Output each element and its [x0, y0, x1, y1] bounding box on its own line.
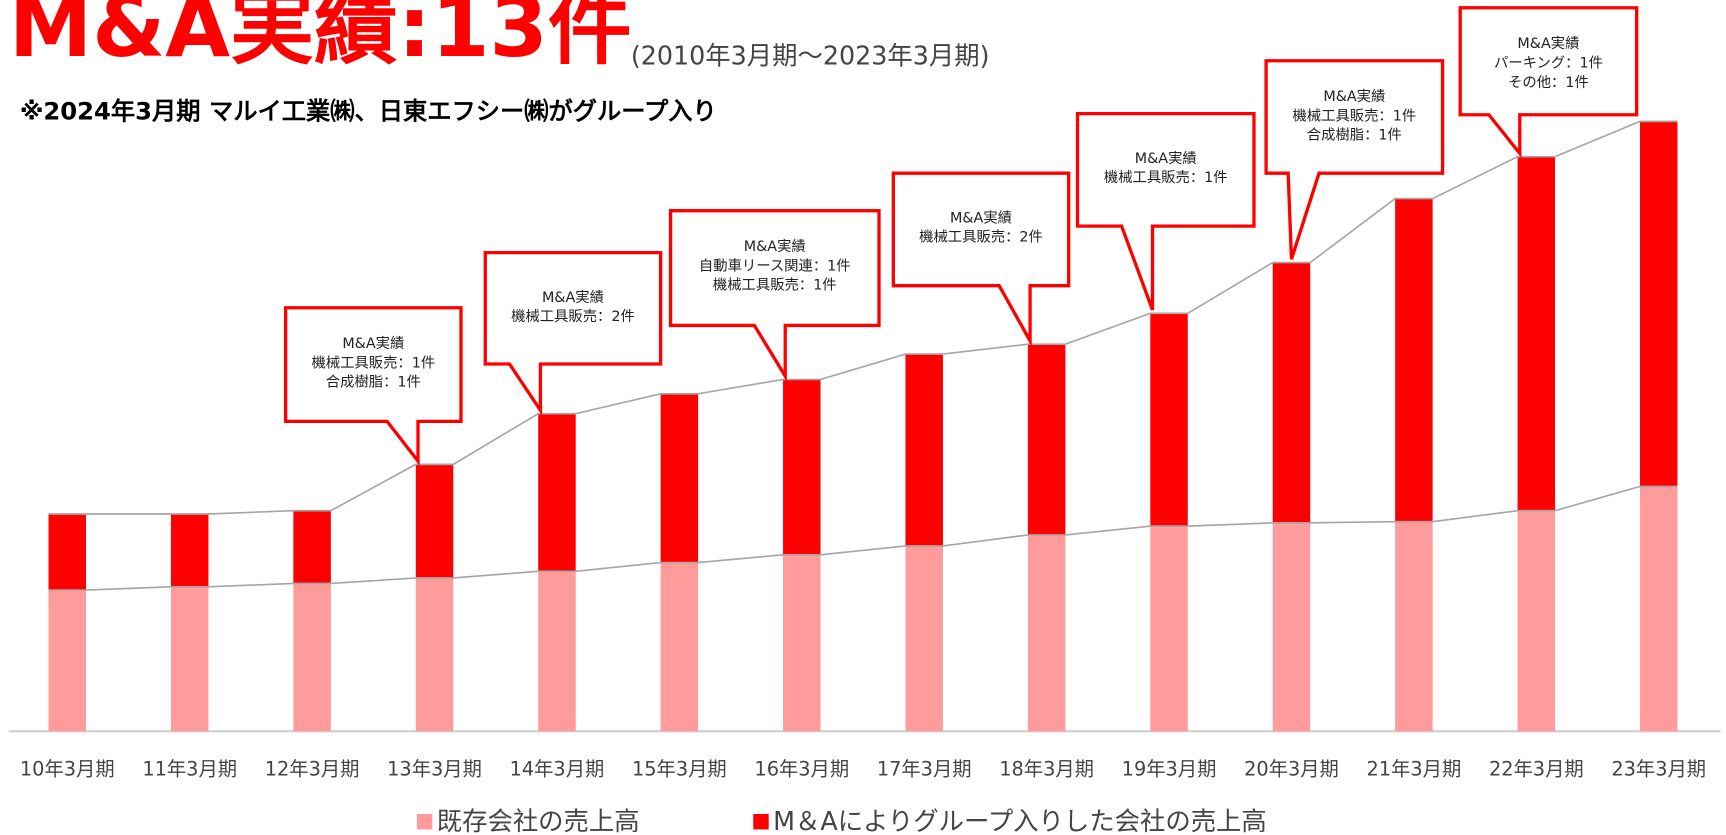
- legend-label: M＆Aによりグループ入りした会社の売上高: [773, 806, 1267, 835]
- bar-segment: [783, 554, 821, 732]
- callout-box: [1075, 112, 1256, 311]
- bar-segment: [1150, 526, 1188, 732]
- callout-text: 自動車リース関連：1件: [699, 257, 851, 274]
- bar-segment: [170, 514, 209, 587]
- legend-swatch: [416, 813, 433, 830]
- bar-segment: [1272, 262, 1311, 523]
- x-tick-label: 16年3月期: [754, 757, 849, 780]
- callout-box: [1458, 6, 1639, 159]
- callout-text: M&A実績: [1517, 35, 1579, 52]
- callout-box: [1264, 59, 1445, 260]
- bar-segment: [783, 379, 821, 555]
- bar-segment: [48, 514, 87, 591]
- bar-segment: [170, 586, 209, 732]
- callout-box: [891, 171, 1071, 348]
- bar-segment: [905, 545, 943, 732]
- bar-segment: [660, 393, 699, 563]
- callout-text: M&A実績: [1323, 88, 1385, 105]
- callout-text: M&A実績: [744, 238, 806, 255]
- callout-box: [283, 306, 463, 466]
- x-tick-label: 14年3月期: [510, 757, 605, 780]
- x-tick-label: 11年3月期: [142, 757, 237, 780]
- bar-segment: [293, 510, 331, 584]
- x-tick-label: 17年3月期: [877, 757, 972, 780]
- x-tick-label: 23年3月期: [1611, 757, 1706, 780]
- callout-text: M&A実績: [542, 289, 604, 306]
- callout-text: 機械工具販売：2件: [511, 308, 635, 325]
- callout-text: M&A実績: [1135, 150, 1197, 167]
- x-tick-label: 18年3月期: [999, 757, 1094, 780]
- x-tick-label: 19年3月期: [1122, 757, 1217, 780]
- bar-segment: [1395, 521, 1433, 732]
- callout-text: 機械工具販売：1件: [1104, 169, 1228, 186]
- bar-segment: [660, 562, 699, 732]
- bar-segment: [1639, 486, 1678, 732]
- x-tick-label: 12年3月期: [265, 757, 360, 780]
- callout-text: 機械工具販売：1件: [1292, 107, 1416, 124]
- bar-segment: [1272, 522, 1311, 732]
- connector-line: [48, 485, 1678, 591]
- x-tick-label: 22年3月期: [1489, 757, 1584, 780]
- bar-segment: [1639, 121, 1678, 487]
- connector-line: [48, 120, 1678, 515]
- x-tick-label: 10年3月期: [20, 757, 115, 780]
- chart-subtitle: (2010年3月期～2023年3月期): [631, 40, 990, 70]
- bar-segment: [1517, 156, 1556, 511]
- bar-segment: [1027, 344, 1066, 535]
- bar-segment: [538, 413, 576, 572]
- callout-text: M&A実績: [950, 209, 1012, 226]
- chart-title: M&A実績:13件: [9, 0, 632, 76]
- callout-box: [483, 250, 663, 416]
- callout-text: 機械工具販売：2件: [919, 229, 1043, 246]
- x-tick-label: 15年3月期: [632, 757, 727, 780]
- callout-text: 合成樹脂：1件: [326, 374, 421, 391]
- legend-swatch: [753, 813, 769, 830]
- bar-segment: [48, 590, 87, 732]
- callout-text: 機械工具販売：1件: [311, 354, 435, 371]
- bar-segment: [538, 571, 576, 732]
- bar-segment: [415, 464, 454, 578]
- callout-text: M&A実績: [342, 335, 404, 352]
- x-tick-label: 13年3月期: [387, 757, 482, 780]
- x-tick-label: 21年3月期: [1367, 757, 1462, 780]
- legend-label: 既存会社の売上高: [437, 806, 640, 835]
- callout-text: その他：1件: [1508, 74, 1589, 91]
- bar-segment: [415, 577, 454, 732]
- bar-segment: [1395, 198, 1433, 522]
- bar-segment: [905, 354, 943, 546]
- bar-segment: [1150, 313, 1188, 527]
- bar-segment: [1027, 534, 1066, 732]
- callout-text: パーキング：1件: [1494, 54, 1603, 71]
- callout-text: 機械工具販売：1件: [713, 277, 837, 294]
- bar-segment: [293, 583, 331, 732]
- bar-segment: [1517, 510, 1556, 732]
- callout-box: [668, 209, 881, 383]
- x-tick-label: 20年3月期: [1244, 757, 1339, 780]
- note: ※2024年3月期 マルイ工業㈱、日東エフシー㈱がグループ入り: [20, 97, 717, 126]
- callout-text: 合成樹脂：1件: [1307, 127, 1402, 144]
